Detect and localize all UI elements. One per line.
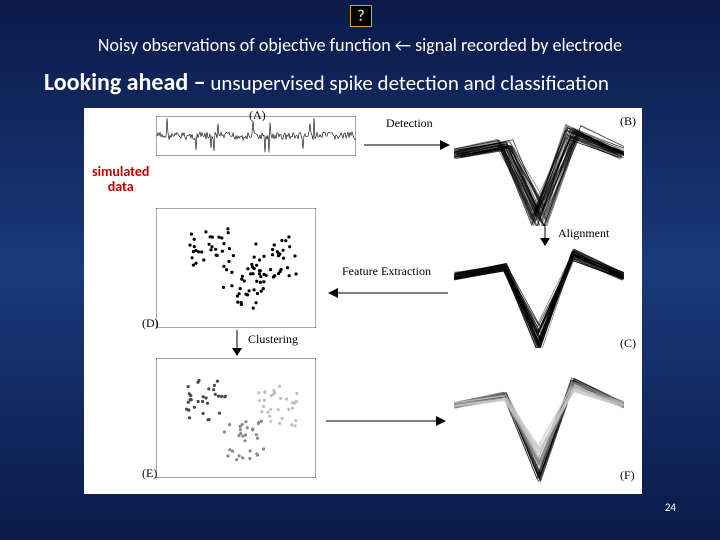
label-f: (F) [620,468,635,483]
arrow-to-f [324,410,450,432]
panel-c-spikes [454,238,624,348]
subtitle-rest: unsupervised spike detection and classif… [210,70,609,96]
arrow-clustering [228,330,246,356]
arrow-detection [362,134,452,156]
page-title: Noisy observations of objective function… [0,34,720,56]
simulated-data-label: simulateddata [92,164,149,195]
label-clustering: Clustering [248,332,298,347]
label-alignment: Alignment [558,226,609,241]
label-detection: Detection [386,116,433,131]
label-c: (C) [620,336,636,351]
arrow-alignment [536,224,554,246]
label-b: (B) [620,114,636,129]
subtitle: Looking ahead – unsupervised spike detec… [44,68,609,97]
subtitle-lead: Looking ahead – [44,68,206,97]
question-icon: ? [350,5,372,27]
panel-b-spikes [454,116,624,226]
diagram-container: simulateddata (A) (B) (C) (D) (E) (F) De… [84,108,642,494]
label-a: (A) [249,108,266,123]
panel-e-scatter [156,358,316,478]
page-number: 24 [665,501,676,514]
label-e: (E) [142,466,157,481]
label-feature: Feature Extraction [342,264,431,279]
label-d: (D) [142,316,159,331]
arrow-feature [324,282,450,304]
panel-f-spikes [454,364,624,482]
panel-d-scatter [156,208,316,328]
